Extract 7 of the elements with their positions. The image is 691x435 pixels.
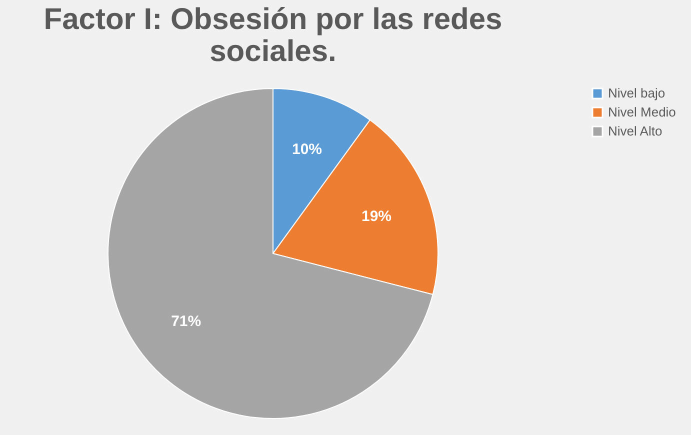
chart-title: Factor I: Obsesión por las redes sociales.	[44, 3, 502, 68]
data-label: 10%	[292, 140, 322, 158]
legend-label: Nivel Alto	[608, 124, 662, 138]
legend-label: Nivel Medio	[608, 104, 676, 120]
data-label: 19%	[361, 208, 392, 226]
legend-label: Nivel bajo	[608, 86, 666, 100]
data-label: 71%	[171, 312, 202, 330]
